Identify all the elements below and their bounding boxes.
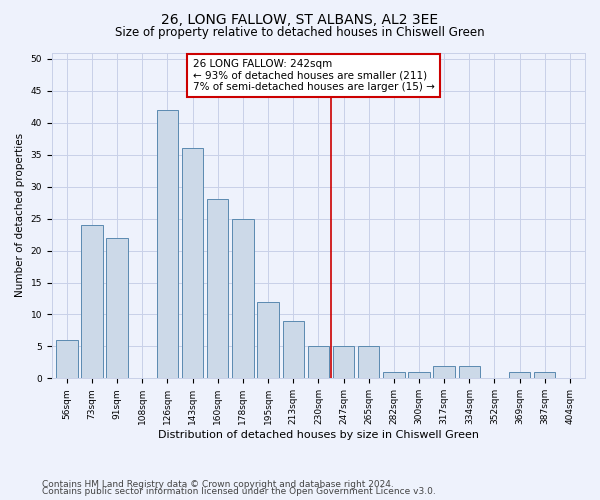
Bar [82, 225, 103, 378]
Text: Size of property relative to detached houses in Chiswell Green: Size of property relative to detached ho… [115, 26, 485, 39]
Bar [157, 110, 178, 378]
Bar [283, 321, 304, 378]
Bar [458, 366, 480, 378]
Bar [534, 372, 556, 378]
Text: 26, LONG FALLOW, ST ALBANS, AL2 3EE: 26, LONG FALLOW, ST ALBANS, AL2 3EE [161, 12, 439, 26]
Text: Contains HM Land Registry data © Crown copyright and database right 2024.: Contains HM Land Registry data © Crown c… [42, 480, 394, 489]
Bar [106, 238, 128, 378]
Bar [358, 346, 379, 378]
Bar [232, 218, 254, 378]
Bar [308, 346, 329, 378]
Bar [509, 372, 530, 378]
Text: 26 LONG FALLOW: 242sqm
← 93% of detached houses are smaller (211)
7% of semi-det: 26 LONG FALLOW: 242sqm ← 93% of detached… [193, 59, 434, 92]
Bar [182, 148, 203, 378]
X-axis label: Distribution of detached houses by size in Chiswell Green: Distribution of detached houses by size … [158, 430, 479, 440]
Bar [383, 372, 404, 378]
Bar [333, 346, 354, 378]
Bar [56, 340, 77, 378]
Bar [409, 372, 430, 378]
Y-axis label: Number of detached properties: Number of detached properties [15, 134, 25, 298]
Bar [207, 200, 229, 378]
Text: Contains public sector information licensed under the Open Government Licence v3: Contains public sector information licen… [42, 488, 436, 496]
Bar [433, 366, 455, 378]
Bar [257, 302, 279, 378]
